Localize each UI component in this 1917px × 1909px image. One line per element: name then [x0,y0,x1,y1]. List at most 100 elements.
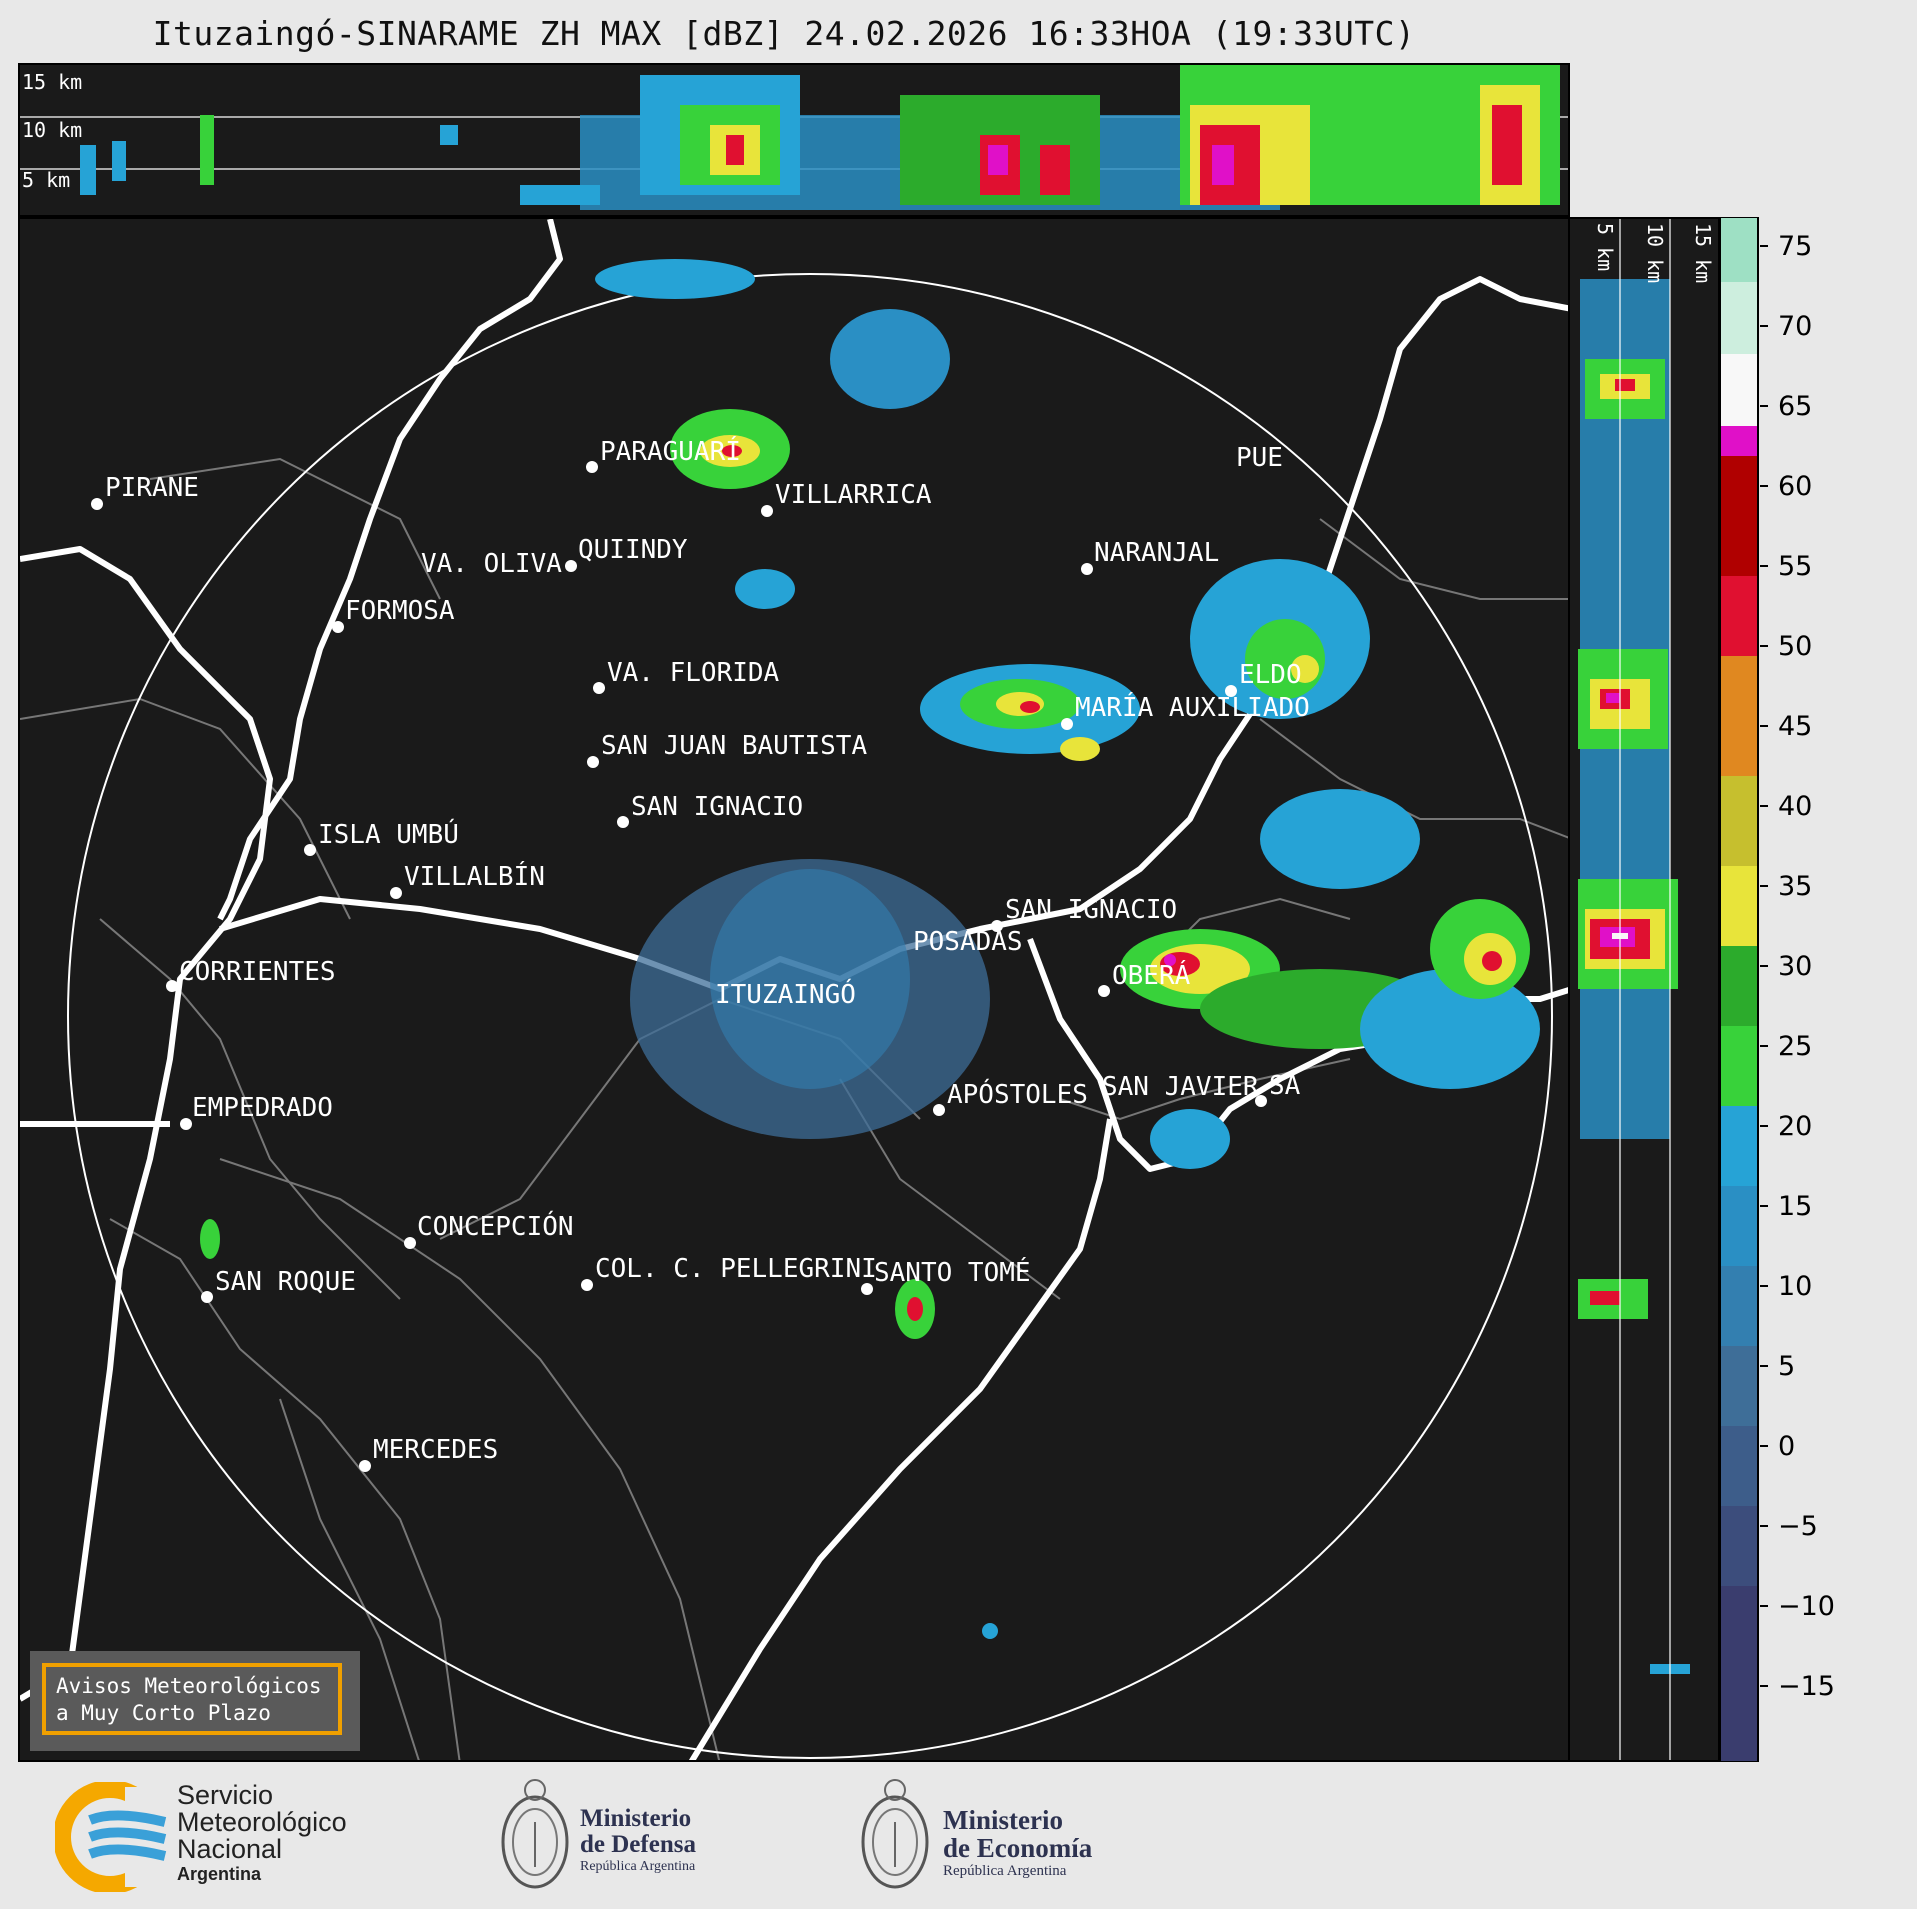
top-label-5km: 5 km [22,168,70,192]
economia-line-2: de Economía [943,1833,1093,1863]
city-label: SANTO TOMÉ [874,1256,1031,1288]
city-label: SAN IGNACIO [631,792,803,822]
tick-label: −15 [1778,1671,1835,1702]
tick-label: −10 [1778,1591,1835,1622]
tick-label: 70 [1778,311,1812,342]
city-label: SA [1269,1071,1301,1101]
city-label: CORRIENTES [179,957,336,987]
tick-label: 55 [1778,551,1812,582]
warning-line-2: a Muy Corto Plazo [56,1701,271,1725]
city-label: SAN JAVIER [1102,1072,1259,1102]
smn-line-3: Nacional [177,1834,283,1864]
side-echoes [1578,279,1690,1674]
ground-clutter [630,859,990,1139]
tick-label: 60 [1778,471,1812,502]
cbar-60 [1720,354,1758,426]
city-dots [91,461,1267,1472]
city-label: QUIINDY [578,535,688,565]
economia-seal-icon [861,1779,929,1889]
tick-label: 35 [1778,871,1812,902]
top-cross-section-svg: 15 km 10 km 5 km [20,65,1568,210]
city-label: SAN IGNACIO [1005,895,1177,925]
cbar-0 [1720,1346,1758,1426]
tick-label: 40 [1778,791,1812,822]
cbar-5 [1720,1266,1758,1346]
smn-line-2: Meteorológico [177,1807,347,1837]
defensa-line-2: de Defensa [580,1831,696,1858]
defensa-seal-icon [501,1779,569,1889]
city-label: VILLALBÍN [404,860,545,892]
range-ring [67,273,1553,1759]
defensa-logo-text: Ministerio de Defensa República Argentin… [580,1806,696,1876]
economia-logo-text: Ministerio de Economía República Argenti… [943,1806,1092,1880]
cbar-20 [1720,1026,1758,1106]
defensa-line-1: Ministerio [580,1805,692,1832]
smn-logo-text: Servicio Meteorológico Nacional Argentin… [177,1782,347,1885]
tick-label: 25 [1778,1031,1812,1062]
city-label: PUE [1236,443,1283,473]
cbar-35 [1720,776,1758,866]
city-label: VA. OLIVA [421,549,562,579]
city-label: CONCEPCIÓN [417,1210,574,1242]
storm-echoes [200,259,1540,1639]
cbar-45 [1720,576,1758,656]
city-label: OBERÁ [1112,959,1191,991]
cbar-25 [1720,946,1758,1026]
tick-label: 65 [1778,391,1812,422]
city-label: MARÍA AUXILIADO [1075,691,1310,723]
top-label-10km: 10 km [22,118,82,142]
top-label-15km: 15 km [22,70,82,94]
smn-logo-icon [55,1782,175,1892]
tick-label: −5 [1778,1511,1818,1542]
warning-box[interactable]: Avisos Meteorológicos a Muy Corto Plazo [30,1651,360,1751]
city-label: POSADAS [913,927,1023,957]
city-label: COL. C. PELLEGRINI [595,1254,877,1284]
top-cross-section-panel: 15 km 10 km 5 km [18,63,1570,217]
side-cross-section-panel: 5 km 10 km 15 km [1568,217,1720,1762]
colorbar-ticks: 75 70 65 60 55 50 45 40 35 30 25 20 15 1… [1760,231,1835,1702]
tick-label: 75 [1778,231,1812,262]
radar-map-panel: PIRANE PARAGUARÍ VILLARRICA PUE QUIINDY … [18,217,1570,1762]
tick-labels: 75 70 65 60 55 50 45 40 35 30 25 20 15 1… [1778,231,1835,1702]
warning-box-border[interactable]: Avisos Meteorológicos a Muy Corto Plazo [42,1663,342,1735]
tick-label: 5 [1778,1351,1795,1382]
cbar-minus15 [1720,1586,1758,1762]
tick-label: 15 [1778,1191,1812,1222]
chart-title: Ituzaingó-SINARAME ZH MAX [dBZ] 24.02.20… [152,14,1416,53]
top-echoes [80,65,1560,210]
tick-label: 50 [1778,631,1812,662]
cbar-50 [1720,456,1758,576]
cbar-55 [1720,426,1758,456]
side-label-10km: 10 km [1643,223,1667,283]
city-label: NARANJAL [1094,538,1219,568]
city-label: MERCEDES [373,1435,498,1465]
city-labels: PIRANE PARAGUARÍ VILLARRICA PUE QUIINDY … [105,435,1310,1465]
smn-line-4: Argentina [177,1864,262,1884]
city-label: ITUZAINGÓ [715,978,856,1010]
cbar-minus10 [1720,1506,1758,1586]
city-label: ELDO [1239,660,1302,690]
city-label: FORMOSA [345,596,455,626]
cbar-70 [1720,217,1758,282]
cbar-30 [1720,866,1758,946]
footer: Servicio Meteorológico Nacional Argentin… [0,1762,1917,1909]
cbar-minus5 [1720,1426,1758,1506]
city-label: EMPEDRADO [192,1093,333,1123]
city-label: SAN ROQUE [215,1267,356,1297]
colorbar-frame [1720,217,1759,1762]
tick-marks [1760,245,1768,1687]
city-label: ISLA UMBÚ [318,818,459,850]
city-label: SAN JUAN BAUTISTA [601,731,867,761]
defensa-line-3: República Argentina [580,1859,696,1874]
tick-label: 0 [1778,1431,1795,1462]
cbar-40 [1720,656,1758,776]
warning-line-1: Avisos Meteorológicos [56,1674,322,1698]
tick-label: 30 [1778,951,1812,982]
city-label: APÓSTOLES [947,1078,1088,1110]
tick-label: 20 [1778,1111,1812,1142]
cbar-15 [1720,1106,1758,1186]
economia-line-3: República Argentina [943,1863,1067,1879]
economia-line-1: Ministerio [943,1805,1063,1835]
side-label-5km: 5 km [1593,223,1617,271]
colorbar [1720,217,1759,1762]
